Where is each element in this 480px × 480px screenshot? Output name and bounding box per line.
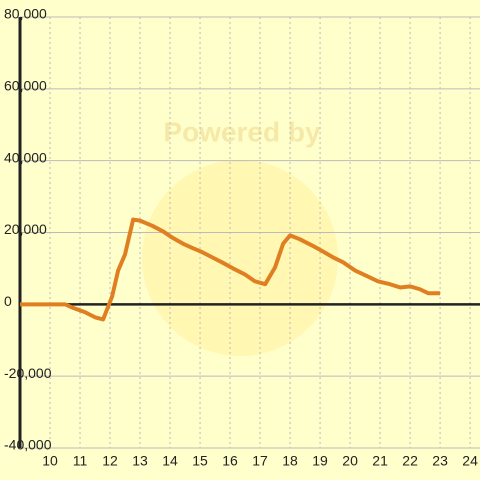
x-tick-label: 19 (312, 453, 328, 469)
y-tick-label: -40,000 (4, 437, 52, 453)
x-tick-label: 15 (192, 453, 208, 469)
x-tick-label: 18 (282, 453, 298, 469)
watermark-logo (142, 160, 338, 356)
x-tick-label: 23 (432, 453, 448, 469)
x-tick-label: 11 (73, 453, 88, 469)
x-tick-label: 12 (102, 453, 118, 469)
x-tick-label: 14 (162, 453, 178, 469)
x-tick-label: 22 (402, 453, 418, 469)
watermark: Powered by (163, 116, 321, 147)
x-tick-label: 16 (222, 453, 238, 469)
x-tick-label: 10 (42, 453, 58, 469)
x-tick-label: 13 (132, 453, 148, 469)
data-line (20, 217, 441, 322)
y-tick-label: 20,000 (4, 221, 47, 237)
x-tick-label: 21 (372, 453, 388, 469)
y-tick-label: 80,000 (4, 6, 47, 22)
x-tick-label: 24 (462, 453, 478, 469)
x-tick-label: 17 (252, 453, 268, 469)
x-tick-label: 20 (342, 453, 358, 469)
y-tick-label: 0 (4, 293, 12, 309)
y-tick-label: 40,000 (4, 149, 47, 165)
y-tick-label: -20,000 (4, 365, 52, 381)
y-tick-label: 60,000 (4, 78, 47, 94)
